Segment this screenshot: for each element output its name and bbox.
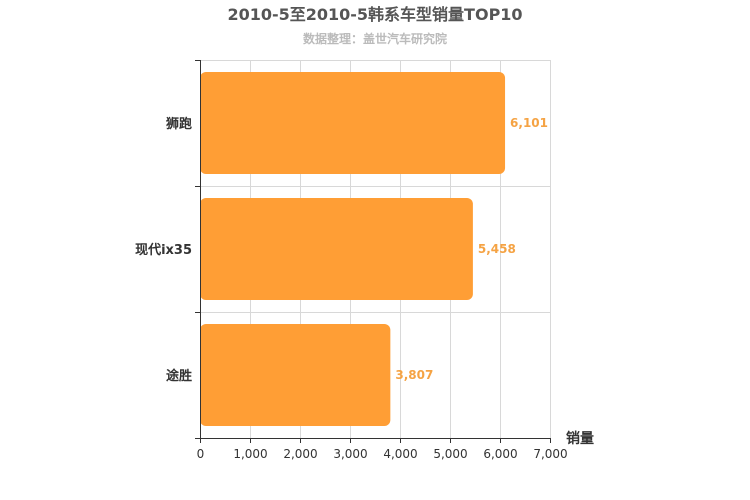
bar-value-label: 6,101 — [510, 116, 548, 130]
category-label: 现代ix35 — [135, 242, 192, 258]
category-label: 狮跑 — [165, 116, 192, 132]
x-tick-label: 7,000 — [533, 447, 567, 461]
chart-title: 2010-5至2010-5韩系车型销量TOP10 — [227, 5, 522, 24]
category-label: 途胜 — [166, 368, 192, 384]
x-tick-label: 3,000 — [333, 447, 367, 461]
bar-value-label: 5,458 — [478, 242, 516, 256]
bar — [200, 324, 391, 426]
x-axis-title: 销量 — [566, 430, 594, 447]
axes: 0 1,000 2,000 3,000 4,000 5,000 6,000 7,000 狮跑现代… — [135, 60, 568, 461]
x-tick-label: 1,000 — [233, 447, 267, 461]
bar — [200, 72, 506, 174]
bar-value-label: 3,807 — [395, 368, 433, 382]
bar — [200, 198, 473, 300]
bars: 6,101 5,458 3,807 — [200, 72, 548, 426]
x-tick-label: 4,000 — [383, 447, 417, 461]
x-tick-label: 2,000 — [283, 447, 317, 461]
x-tick-label: 0 — [197, 447, 205, 461]
x-tick-label: 5,000 — [433, 447, 467, 461]
chart-subtitle: 数据整理：盖世汽车研究院 — [303, 31, 447, 46]
x-tick-label: 6,000 — [483, 447, 517, 461]
